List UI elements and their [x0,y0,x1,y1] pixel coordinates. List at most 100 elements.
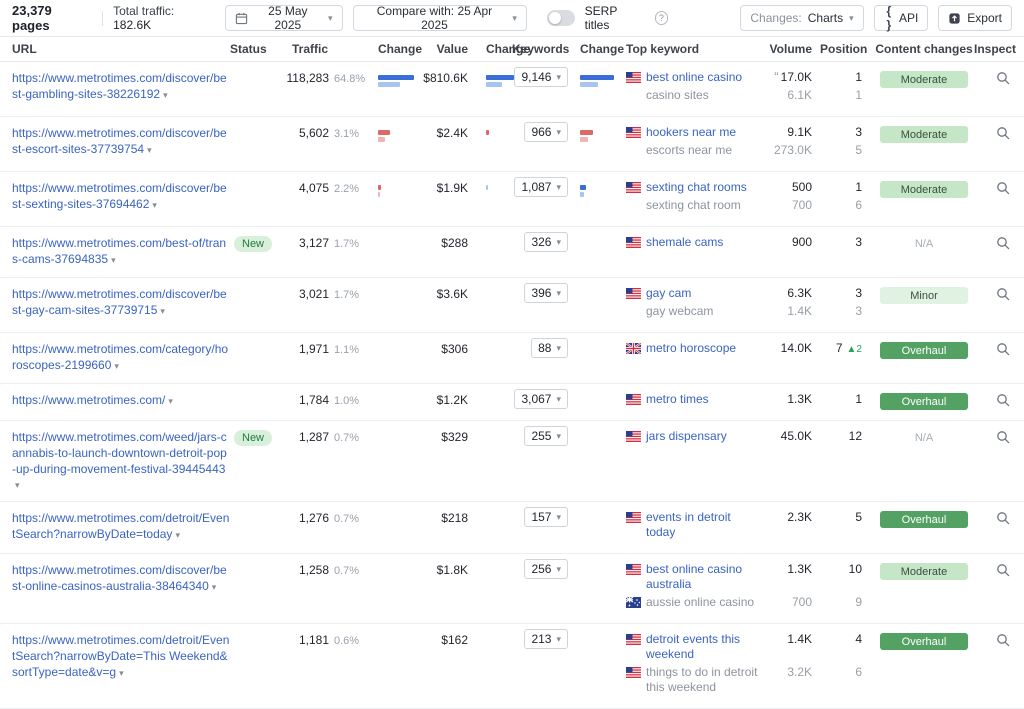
url-expand-caret-icon[interactable]: ▾ [111,255,116,265]
col-volume[interactable]: Volume [769,42,812,56]
url-link[interactable]: https://www.metrotimes.com/best-of/trans… [12,236,227,266]
content-changes-badge[interactable]: Moderate [880,126,968,143]
inspect-icon[interactable] [996,126,1010,140]
content-changes-badge[interactable]: Moderate [880,71,968,88]
url-link[interactable]: https://www.metrotimes.com/discover/best… [12,71,227,101]
content-changes-badge[interactable]: Overhaul [880,342,968,359]
content-changes-badge[interactable]: Overhaul [880,511,968,528]
keyword-link[interactable]: aussie online casino [646,595,755,609]
keyword-link[interactable]: gay webcam [646,304,714,318]
keyword-link[interactable]: best online casino [646,70,743,84]
content-changes-badge[interactable]: Moderate [880,563,968,580]
status-cell [230,286,276,287]
keywords-dropdown[interactable]: 1,087 ▾ [514,177,568,197]
content-changes-badge[interactable]: Moderate [880,181,968,198]
keyword-position: 5 [855,510,862,524]
help-icon[interactable]: ? [654,11,669,25]
col-content-changes[interactable]: Content changes [875,42,973,56]
keywords-dropdown[interactable]: 9,146 ▾ [514,67,568,87]
inspect-icon[interactable] [996,236,1010,250]
inspect-icon[interactable] [996,563,1010,577]
keyword-link[interactable]: best online casino australia [646,562,743,591]
url-link[interactable]: https://www.metrotimes.com/discover/best… [12,563,227,593]
url-expand-caret-icon[interactable]: ▾ [160,306,165,316]
url-link[interactable]: https://www.metrotimes.com/discover/best… [12,287,227,317]
flag-us-icon [626,667,641,678]
keyword-link[interactable]: casino sites [646,88,709,102]
keyword-link[interactable]: hookers near me [646,125,737,139]
keywords-cell: 213 ▾ [512,629,570,649]
keyword-link[interactable]: gay cam [646,286,692,300]
url-link[interactable]: https://www.metrotimes.com/detroit/Event… [12,511,230,541]
url-link[interactable]: https://www.metrotimes.com/weed/jars-can… [12,430,227,476]
status-badge: New [234,236,273,252]
url-expand-caret-icon[interactable]: ▾ [114,361,119,371]
keyword-link[interactable]: sexting chat room [646,198,741,212]
url-link[interactable]: https://www.metrotimes.com/category/horo… [12,342,229,372]
traffic-cell: 1,971 1.1% [276,341,368,358]
traffic-value: 1,258 [298,563,329,577]
compare-button[interactable]: Compare with: 25 Apr 2025 ▾ [352,4,527,32]
col-traffic[interactable]: Traffic [291,42,328,56]
url-link[interactable]: https://www.metrotimes.com/ [12,393,166,407]
col-top-keyword[interactable]: Top keyword [626,42,700,56]
content-changes-cell: Moderate [874,180,974,198]
url-expand-caret-icon[interactable]: ▾ [119,668,124,678]
inspect-icon[interactable] [996,430,1010,444]
serp-titles-toggle[interactable] [546,10,575,26]
url-expand-caret-icon[interactable]: ▾ [211,582,217,592]
col-value-change[interactable]: Change [486,42,531,56]
keyword-link[interactable]: metro times [646,392,709,406]
keyword-link[interactable]: detroit events this weekend [646,632,741,661]
url-expand-caret-icon[interactable]: ▾ [163,90,168,100]
keyword-link[interactable]: escorts near me [646,143,733,157]
col-position[interactable]: Position [820,42,868,56]
chart-bar [580,192,584,197]
url-expand-caret-icon[interactable]: ▾ [15,480,20,490]
keyword-link[interactable]: events in detroit today [646,510,731,539]
col-value[interactable]: Value [436,42,468,56]
keywords-dropdown[interactable]: 256 ▾ [524,559,568,579]
col-url[interactable]: URL [12,42,37,56]
content-changes-badge[interactable]: Overhaul [880,393,968,410]
export-button[interactable]: Export [938,5,1012,31]
inspect-icon[interactable] [996,71,1010,85]
url-expand-caret-icon[interactable]: ▾ [175,530,180,540]
inspect-icon[interactable] [996,393,1010,407]
col-keywords-change[interactable]: Change [580,42,625,56]
keyword-link[interactable]: metro horoscope [646,341,737,355]
keywords-dropdown[interactable]: 255 ▾ [524,426,568,446]
keyword-link[interactable]: things to do in detroit this weekend [646,665,758,694]
keyword-link[interactable]: sexting chat rooms [646,180,747,194]
content-changes-badge[interactable]: Minor [880,287,968,304]
value-change-chart [476,286,512,291]
top-keywords: best online casino “17.0K 1 casino sites 6.1… [626,70,874,106]
inspect-icon[interactable] [996,181,1010,195]
url-link[interactable]: https://www.metrotimes.com/discover/best… [12,181,227,211]
url-expand-caret-icon[interactable]: ▾ [152,200,157,210]
col-traffic-change[interactable]: Change [378,42,423,56]
keywords-dropdown[interactable]: 213 ▾ [524,629,568,649]
url-expand-caret-icon[interactable]: ▾ [147,145,152,155]
inspect-icon[interactable] [996,342,1010,356]
flag-us-icon [626,182,641,193]
keywords-dropdown[interactable]: 396 ▾ [524,283,568,303]
keywords-dropdown[interactable]: 88 ▾ [531,338,568,358]
keyword-link[interactable]: shemale cams [646,235,724,249]
keywords-dropdown[interactable]: 326 ▾ [524,232,568,252]
inspect-icon[interactable] [996,287,1010,301]
content-changes-badge[interactable]: Overhaul [880,633,968,650]
keyword-link[interactable]: jars dispensary [646,429,727,443]
date-picker-button[interactable]: 25 May 2025 ▾ [224,4,343,32]
keywords-dropdown[interactable]: 966 ▾ [524,122,568,142]
api-button[interactable]: { } API [873,4,929,32]
col-status[interactable]: Status [230,42,267,56]
col-keywords[interactable]: Keywords [512,42,570,56]
inspect-icon[interactable] [996,511,1010,525]
url-expand-caret-icon[interactable]: ▾ [168,396,173,406]
keywords-dropdown[interactable]: 3,067 ▾ [514,389,568,409]
keywords-dropdown[interactable]: 157 ▾ [524,507,568,527]
inspect-icon[interactable] [996,633,1010,647]
changes-dropdown[interactable]: Changes: Charts ▾ [740,5,864,31]
url-link[interactable]: https://www.metrotimes.com/discover/best… [12,126,227,156]
